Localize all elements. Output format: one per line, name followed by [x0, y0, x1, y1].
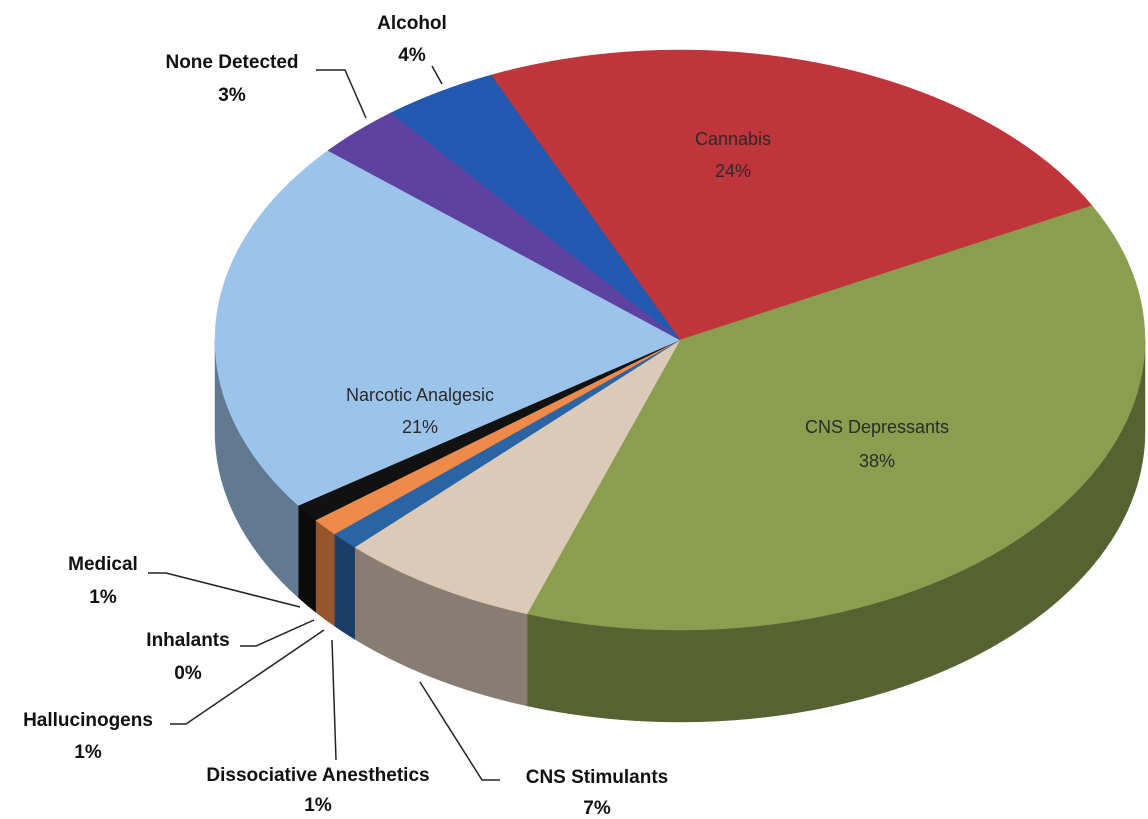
slice-label: Inhalants — [146, 630, 229, 651]
leader-line — [240, 619, 315, 647]
leader-lines — [148, 65, 500, 781]
slice-label: Dissociative Anesthetics — [206, 765, 429, 786]
slice-value-label: 21% — [402, 417, 438, 437]
leader-line — [431, 65, 443, 85]
leader-line — [419, 681, 500, 781]
slice — [490, 49, 1093, 341]
slice-label: CNS Stimulants — [526, 767, 669, 788]
leader-line — [148, 572, 301, 608]
slice-label: CNS Depressants — [805, 417, 949, 437]
slice-label: Medical — [68, 554, 138, 575]
pie-sides — [214, 339, 1146, 723]
slice-side — [315, 519, 335, 627]
leader-line — [316, 69, 367, 119]
slice-value-label: 1% — [74, 742, 102, 763]
slice-value-label: 7% — [583, 798, 611, 819]
slice-label: Hallucinogens — [23, 710, 153, 731]
slice-label: None Detected — [165, 52, 298, 73]
labels: Cannabis 24% CNS Depressants 38% CNS Stimula… — [23, 13, 949, 819]
slice — [390, 74, 681, 341]
slice-value-label: 24% — [715, 161, 751, 181]
slice-value-label: 1% — [89, 587, 117, 608]
pie-tops — [214, 49, 1146, 631]
slice-side — [297, 504, 316, 613]
leader-line — [170, 629, 325, 725]
slice-value-label: 0% — [174, 663, 202, 684]
slice-label: Cannabis — [695, 129, 771, 149]
leader-line — [331, 639, 337, 761]
slice-side — [334, 533, 355, 640]
slice-label: Alcohol — [377, 13, 447, 34]
slice — [327, 112, 681, 341]
slice — [214, 150, 681, 506]
slice — [354, 339, 681, 615]
slice-value-label: 3% — [218, 85, 246, 106]
slice-value-label: 38% — [859, 451, 895, 471]
slice-value-label: 4% — [398, 45, 426, 66]
slice-value-label: 1% — [304, 795, 332, 816]
slice-label: Narcotic Analgesic — [346, 385, 494, 405]
slice — [526, 205, 1146, 631]
